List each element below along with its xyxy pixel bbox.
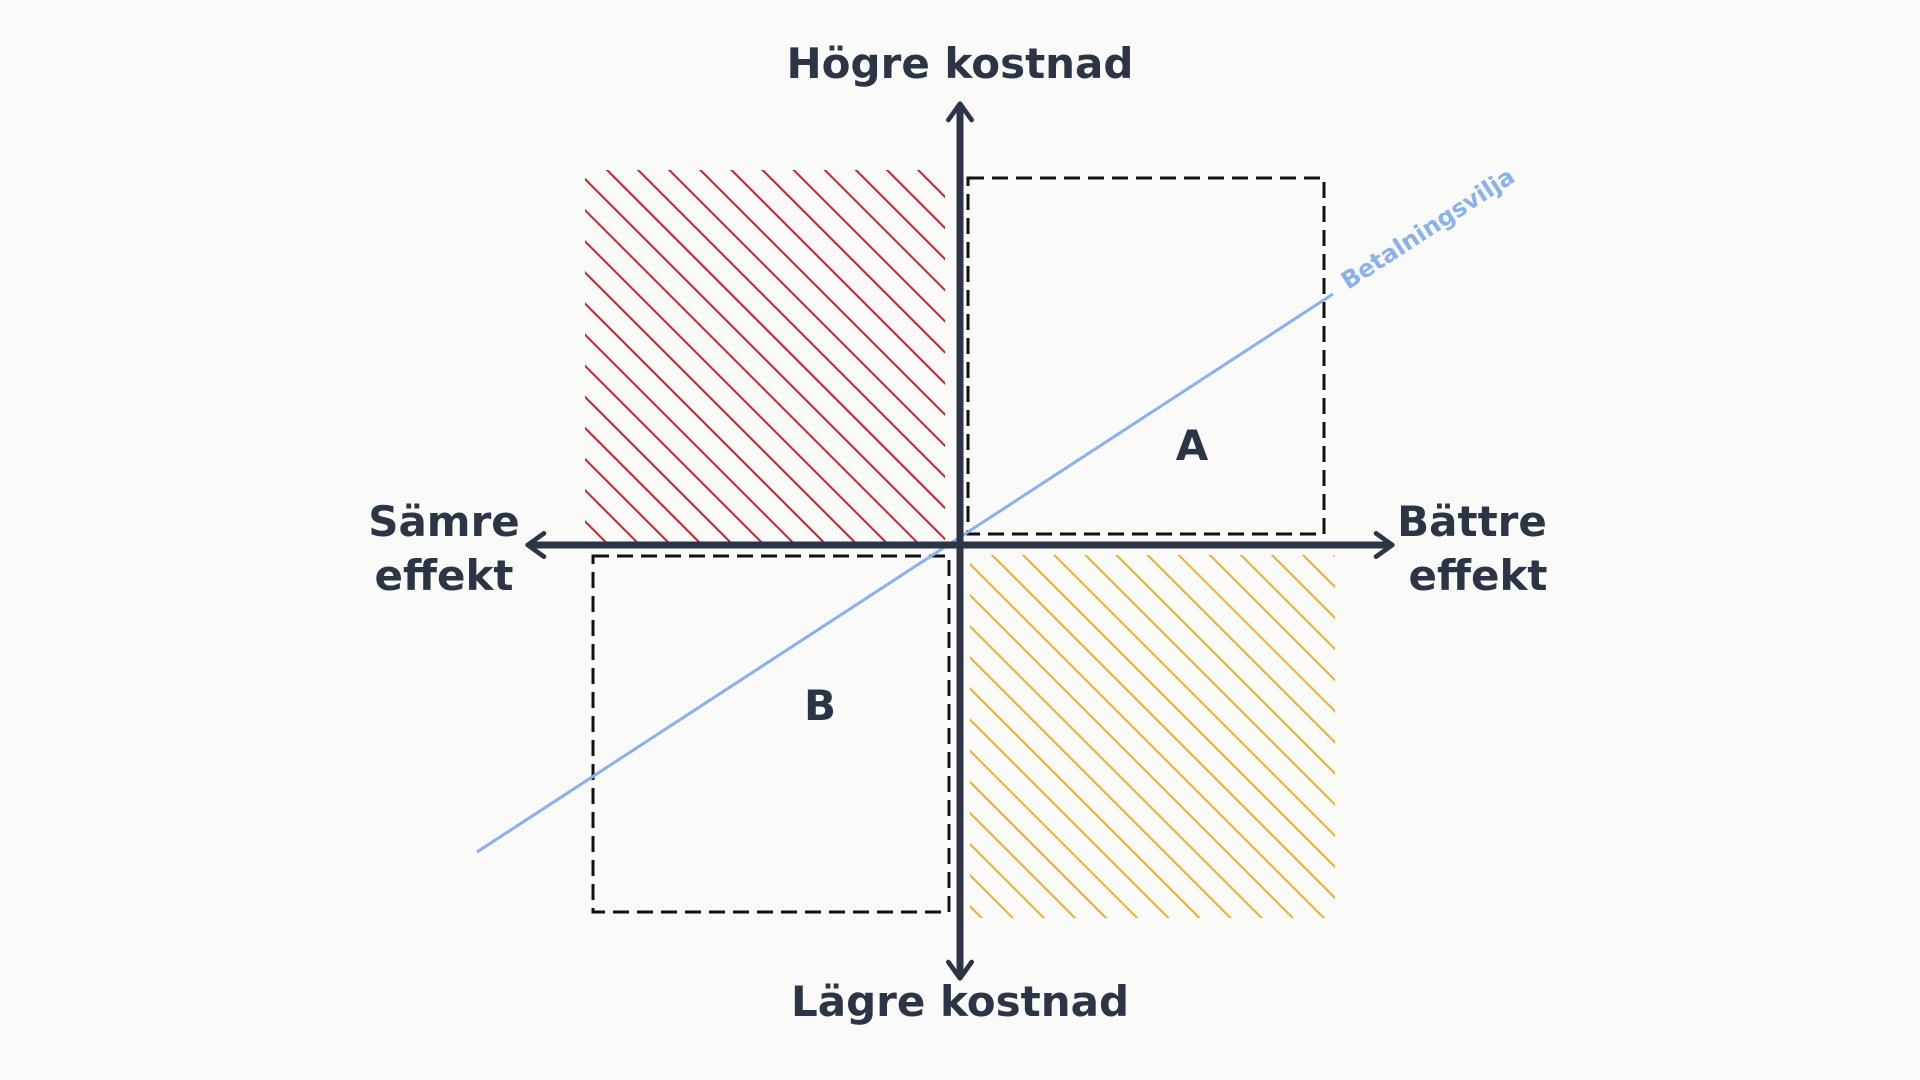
dominant-quadrant-hatch	[970, 555, 1335, 918]
axis-label-right-line2: effekt	[1408, 551, 1547, 600]
box-a-label: A	[1176, 421, 1209, 470]
axis-label-right-line1: Bättre	[1397, 497, 1547, 546]
axis-label-bottom: Lägre kostnad	[791, 977, 1129, 1026]
dominated-quadrant-hatch	[585, 170, 945, 545]
wtp-line	[476, 292, 1334, 854]
axis-label-left-line2: effekt	[374, 551, 513, 600]
box-a	[966, 176, 1326, 536]
wtp-line-label: Betalningsvilja	[1336, 162, 1520, 295]
axis-label-left-line1: Sämre	[368, 497, 520, 546]
box-b-label: B	[804, 681, 836, 730]
axis-label-top: Högre kostnad	[787, 39, 1134, 88]
box-b	[591, 554, 951, 914]
